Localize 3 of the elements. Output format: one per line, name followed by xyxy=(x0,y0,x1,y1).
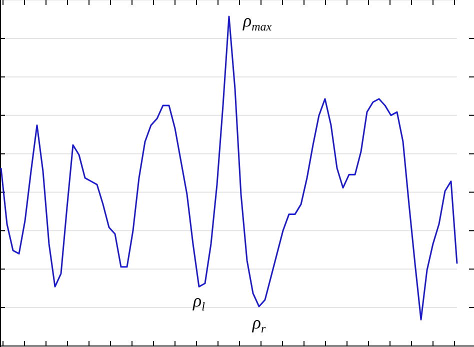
annotation: ρ$_{l}$ xyxy=(192,290,206,314)
annotation: ρ$_{max}$ xyxy=(242,10,272,34)
annotation: ρ$_{r}$ xyxy=(251,312,266,336)
